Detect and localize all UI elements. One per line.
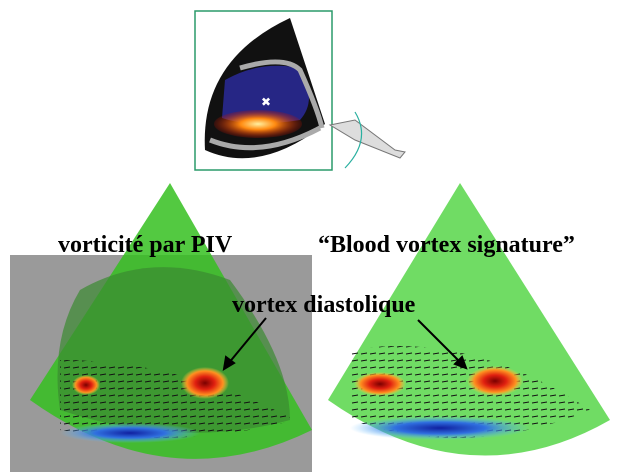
inset-marker: ✖	[261, 95, 271, 109]
inset: ✖	[194, 10, 406, 171]
inset-wall	[209, 125, 322, 151]
vortex-main	[181, 367, 229, 399]
arrow-right	[417, 319, 463, 365]
arrow-left	[227, 317, 267, 365]
left-panel	[10, 183, 312, 472]
probe-arc	[344, 111, 363, 169]
right-panel	[328, 183, 610, 456]
inset-vortex	[214, 110, 302, 138]
negative-vorticity	[60, 423, 200, 443]
probe	[328, 119, 406, 159]
vortex-main	[467, 366, 523, 396]
inset-wall	[239, 59, 325, 129]
right-title: “Blood vortex signature”	[318, 232, 575, 258]
vortex-small	[72, 375, 100, 395]
negative-vorticity	[350, 416, 530, 440]
arrow-head	[453, 355, 468, 370]
arrows	[222, 317, 468, 371]
arrow-head	[222, 355, 236, 371]
vortex-small	[354, 372, 406, 396]
vectors	[350, 346, 590, 438]
vectors	[60, 360, 295, 438]
left-title: vorticité par PIV	[58, 232, 233, 258]
annotation: vortex diastolique	[232, 292, 416, 318]
inset-blue	[222, 65, 309, 124]
